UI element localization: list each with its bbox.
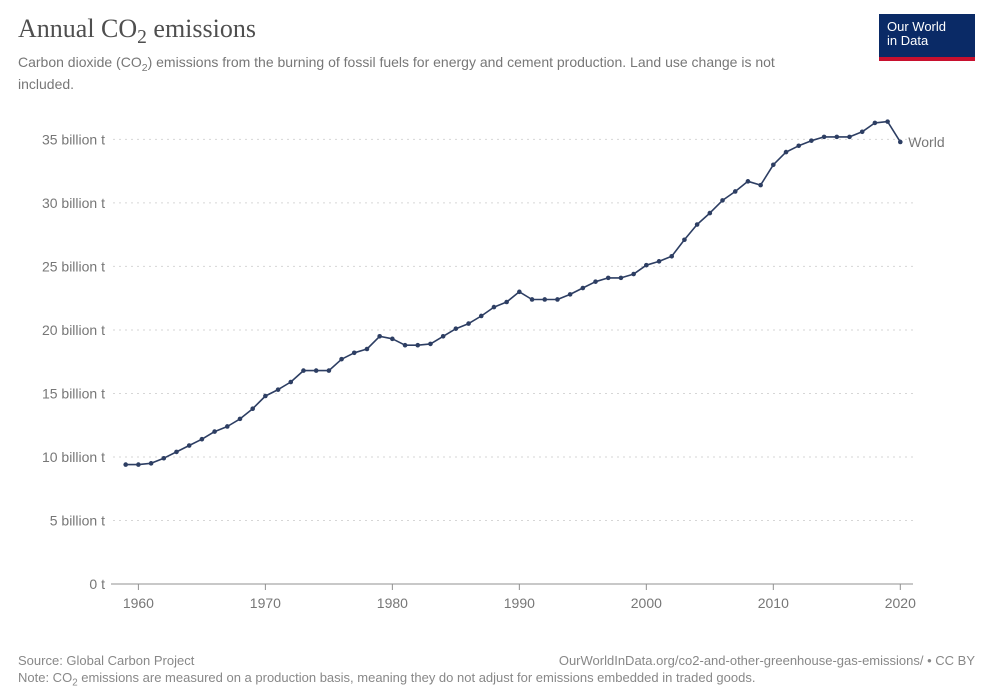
x-axis-label: 1990 [504, 595, 535, 611]
y-axis-label: 5 billion t [50, 512, 105, 528]
data-point [504, 300, 509, 305]
x-axis-label: 2020 [885, 595, 916, 611]
data-point [441, 334, 446, 339]
data-point [288, 380, 293, 385]
footer-note: Note: CO2 emissions are measured on a pr… [18, 668, 975, 689]
y-axis-label: 25 billion t [42, 258, 105, 274]
data-point [339, 357, 344, 362]
data-point [885, 119, 890, 124]
data-point [415, 343, 420, 348]
data-point [225, 424, 230, 429]
data-point [200, 437, 205, 442]
y-axis-label: 30 billion t [42, 195, 105, 211]
data-point [212, 429, 217, 434]
y-axis-label: 35 billion t [42, 131, 105, 147]
chart-title: Annual CO2 emissions [18, 14, 971, 49]
data-point [390, 337, 395, 342]
title-text-pre: Annual CO [18, 14, 137, 43]
data-point [606, 276, 611, 281]
data-point [517, 290, 522, 295]
data-point [708, 211, 713, 216]
data-point [352, 351, 357, 356]
chart-subtitle: Carbon dioxide (CO2) emissions from the … [18, 53, 778, 94]
data-point [733, 189, 738, 194]
data-point [187, 443, 192, 448]
data-line [126, 122, 901, 465]
footer-note-post: emissions are measured on a production b… [78, 670, 756, 685]
data-point [479, 314, 484, 319]
data-point [695, 222, 700, 227]
chart-container: Annual CO2 emissions Carbon dioxide (CO2… [0, 0, 989, 699]
data-point [682, 237, 687, 242]
data-point [174, 450, 179, 455]
chart-svg: 0 t 5 billion t 10 billion t 15 billion t 20… [18, 108, 971, 628]
data-point [860, 129, 865, 134]
chart-plot-area: 0 t 5 billion t 10 billion t 15 billion t 20… [18, 108, 971, 628]
data-point [428, 342, 433, 347]
footer-source: Source: Global Carbon Project [18, 653, 194, 668]
data-point [492, 305, 497, 310]
data-point [809, 138, 814, 143]
data-point [746, 179, 751, 184]
data-point [263, 394, 268, 399]
data-point [720, 198, 725, 203]
data-point [568, 292, 573, 297]
data-point [238, 417, 243, 422]
data-point [898, 140, 903, 145]
series-label: World [908, 134, 944, 150]
subtitle-pre: Carbon dioxide (CO [18, 54, 142, 70]
data-point [466, 321, 471, 326]
data-point [123, 462, 128, 467]
data-point [403, 343, 408, 348]
data-point [314, 368, 319, 373]
footer-url: OurWorldInData.org/co2-and-other-greenho… [559, 653, 975, 668]
data-point [669, 254, 674, 259]
data-point [631, 272, 636, 277]
data-point [581, 286, 586, 291]
y-axis-label: 15 billion t [42, 385, 105, 401]
data-point [619, 276, 624, 281]
data-point [161, 456, 166, 461]
data-point [530, 297, 535, 302]
chart-footer: OurWorldInData.org/co2-and-other-greenho… [18, 653, 975, 689]
data-point [454, 326, 459, 331]
logo-line1: Our World [887, 20, 967, 34]
data-point [644, 263, 649, 268]
data-point [835, 135, 840, 140]
data-point [250, 406, 255, 411]
data-point [796, 143, 801, 148]
data-point [365, 347, 370, 352]
owid-logo: Our World in Data [879, 14, 975, 61]
chart-header: Annual CO2 emissions Carbon dioxide (CO2… [18, 14, 971, 94]
y-axis-label: 10 billion t [42, 449, 105, 465]
footer-note-pre: Note: CO [18, 670, 72, 685]
data-point [593, 279, 598, 284]
x-axis-label: 2000 [631, 595, 662, 611]
x-axis-label: 1970 [250, 595, 281, 611]
data-point [377, 334, 382, 339]
data-point [873, 121, 878, 126]
data-point [847, 135, 852, 140]
data-point [657, 259, 662, 264]
x-axis-label: 2010 [758, 595, 789, 611]
data-point [149, 461, 154, 466]
x-axis-label: 1980 [377, 595, 408, 611]
data-point [822, 135, 827, 140]
data-point [136, 462, 141, 467]
x-axis-label: 1960 [123, 595, 154, 611]
y-axis-label: 0 t [89, 576, 105, 592]
data-point [301, 368, 306, 373]
data-point [327, 368, 332, 373]
data-point [784, 150, 789, 155]
data-point [276, 387, 281, 392]
data-point [555, 297, 560, 302]
title-subscript: 2 [137, 27, 147, 48]
data-point [758, 183, 763, 188]
data-point [771, 163, 776, 168]
title-text-post: emissions [147, 14, 256, 43]
y-axis-label: 20 billion t [42, 322, 105, 338]
logo-line2: in Data [887, 34, 967, 48]
data-point [542, 297, 547, 302]
